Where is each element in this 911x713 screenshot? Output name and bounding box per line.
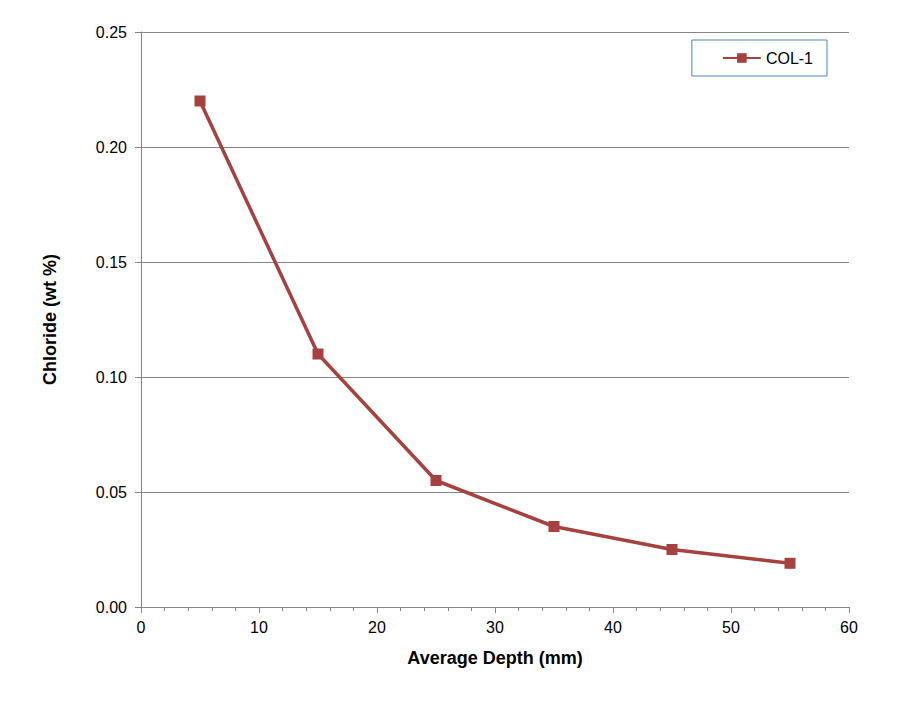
svg-text:0.20: 0.20 — [96, 139, 127, 156]
svg-text:0.10: 0.10 — [96, 369, 127, 386]
svg-text:Average Depth (mm): Average Depth (mm) — [407, 648, 582, 668]
svg-text:0: 0 — [137, 619, 146, 636]
svg-text:COL-1: COL-1 — [766, 50, 813, 67]
svg-text:Chloride (wt %): Chloride (wt %) — [40, 254, 60, 385]
svg-text:0.25: 0.25 — [96, 24, 127, 41]
svg-text:50: 50 — [722, 619, 740, 636]
svg-text:40: 40 — [604, 619, 622, 636]
svg-text:20: 20 — [368, 619, 386, 636]
svg-text:10: 10 — [250, 619, 268, 636]
svg-text:0.00: 0.00 — [96, 599, 127, 616]
svg-text:60: 60 — [840, 619, 858, 636]
svg-text:0.15: 0.15 — [96, 254, 127, 271]
svg-text:30: 30 — [486, 619, 504, 636]
svg-text:0.05: 0.05 — [96, 484, 127, 501]
